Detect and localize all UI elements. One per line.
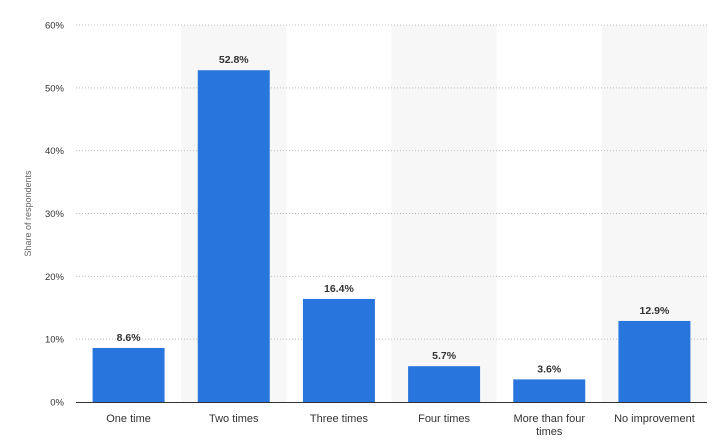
- x-axis-ticks: One time Two times Three times Four times Mo…: [106, 413, 695, 438]
- x-tick-label: Three times: [310, 413, 369, 425]
- data-label: 5.7%: [432, 350, 457, 362]
- bar: [618, 320, 691, 402]
- x-tick-label: One time: [106, 413, 151, 425]
- bar: [408, 366, 481, 402]
- data-label: 16.4%: [324, 283, 354, 295]
- x-tick-label: More than four times: [513, 413, 585, 438]
- y-tick-label: 0%: [50, 398, 64, 409]
- data-label: 52.8%: [219, 54, 249, 66]
- y-axis-title: Share of respondents: [23, 170, 33, 257]
- data-labels: 8.6% 52.8% 16.4% 5.7% 3.6% 12.9%: [117, 54, 670, 375]
- bar: [302, 298, 375, 402]
- y-tick-label: 50%: [45, 83, 65, 94]
- bar: [197, 70, 270, 403]
- y-axis-ticks: 0% 10% 20% 30% 40% 50% 60%: [45, 21, 65, 409]
- gridlines: [76, 24, 707, 340]
- data-label: 12.9%: [640, 305, 670, 317]
- x-tick-label: Four times: [418, 413, 470, 425]
- y-tick-label: 30%: [45, 209, 65, 220]
- y-tick-label: 10%: [45, 335, 65, 346]
- bar: [92, 347, 165, 402]
- bars: [92, 70, 691, 403]
- y-tick-label: 20%: [45, 272, 65, 283]
- y-tick-label: 60%: [45, 21, 65, 32]
- x-tick-label: Two times: [209, 413, 259, 425]
- bar: [513, 379, 586, 402]
- data-label: 8.6%: [117, 332, 142, 344]
- category-band: [391, 25, 497, 402]
- y-tick-label: 40%: [45, 146, 65, 157]
- x-tick-label: No improvement: [614, 413, 695, 425]
- data-label: 3.6%: [537, 363, 562, 375]
